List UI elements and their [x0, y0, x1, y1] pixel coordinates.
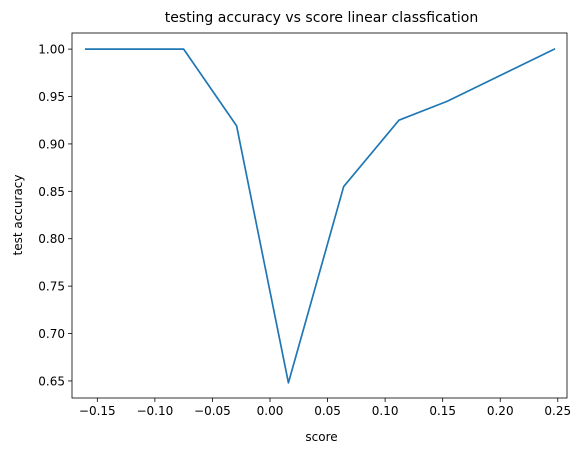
series-line [84, 47, 556, 384]
chart-title: testing accuracy vs score linear classfi… [165, 10, 478, 26]
y-tick-label: 0.70 [38, 327, 65, 341]
x-tick-label: −0.15 [79, 404, 116, 418]
y-tick-label: 0.95 [38, 90, 65, 104]
y-tick-label: 0.65 [38, 374, 65, 388]
x-tick-label: −0.10 [136, 404, 173, 418]
x-tick-label: 0.05 [314, 404, 341, 418]
x-tick-label: 0.10 [372, 404, 399, 418]
y-tick-label: 0.85 [38, 185, 65, 199]
y-tick-label: 0.90 [38, 137, 65, 151]
axes-frame [71, 32, 568, 399]
x-tick-label: 0.15 [429, 404, 456, 418]
x-tick-label: 0.20 [487, 404, 514, 418]
plot-area: −0.15 −0.10 −0.05 0.00 0.05 0.10 0.15 0.20 0.25 0… [38, 32, 571, 418]
y-tick-label: 0.80 [38, 232, 65, 246]
y-axis-label: test accuracy [11, 175, 25, 256]
x-axis-label: score [305, 430, 337, 444]
x-tick-label: −0.05 [194, 404, 231, 418]
y-tick-label: 1.00 [38, 43, 65, 57]
x-tick-label: 0.25 [544, 404, 571, 418]
y-tick-label: 0.75 [38, 280, 65, 294]
x-tick-label: 0.00 [257, 404, 284, 418]
